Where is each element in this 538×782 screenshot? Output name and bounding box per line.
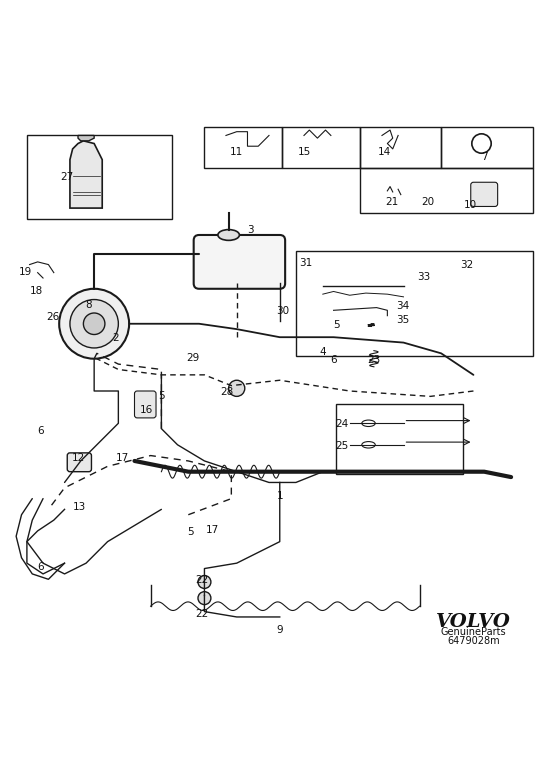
Text: 6: 6: [37, 426, 44, 436]
Text: 9: 9: [277, 626, 283, 636]
Bar: [282, 127, 360, 167]
Text: 5: 5: [333, 321, 339, 330]
Text: 12: 12: [72, 454, 84, 463]
Text: 22: 22: [195, 576, 208, 586]
Text: 25: 25: [335, 441, 348, 451]
Text: 24: 24: [335, 419, 348, 429]
Text: 32: 32: [461, 260, 473, 270]
Text: 21: 21: [385, 196, 398, 206]
Text: 27: 27: [61, 172, 74, 182]
Text: 23: 23: [367, 355, 380, 364]
Text: GenuineParts: GenuineParts: [441, 627, 506, 637]
Text: 7: 7: [481, 152, 487, 162]
Text: VOLVO: VOLVO: [436, 613, 511, 631]
Text: 6: 6: [330, 355, 337, 364]
Bar: [296, 251, 533, 356]
Text: 18: 18: [30, 286, 43, 296]
Bar: [360, 127, 441, 167]
Ellipse shape: [218, 230, 239, 240]
Circle shape: [70, 300, 118, 348]
Text: 3: 3: [247, 224, 253, 235]
Text: 16: 16: [140, 405, 153, 414]
Bar: [360, 167, 533, 213]
Text: 14: 14: [378, 146, 391, 156]
Circle shape: [229, 380, 245, 396]
FancyBboxPatch shape: [471, 182, 498, 206]
Text: 26: 26: [46, 312, 59, 321]
Text: 4: 4: [320, 346, 326, 357]
Text: 20: 20: [421, 196, 434, 206]
Text: 2: 2: [112, 333, 119, 343]
Circle shape: [59, 289, 129, 359]
Text: 22: 22: [195, 609, 208, 619]
Text: 1: 1: [277, 491, 283, 501]
Text: 28: 28: [221, 387, 233, 397]
Bar: [204, 127, 282, 167]
Text: 6479028m: 6479028m: [447, 637, 500, 646]
FancyBboxPatch shape: [134, 391, 156, 418]
Text: 5: 5: [188, 527, 194, 537]
Text: 10: 10: [464, 200, 477, 210]
Polygon shape: [78, 135, 94, 141]
Text: 5: 5: [158, 391, 165, 401]
Text: 8: 8: [86, 300, 92, 310]
Polygon shape: [70, 141, 102, 208]
Text: 19: 19: [19, 267, 32, 277]
Text: 17: 17: [206, 525, 219, 535]
Text: 29: 29: [186, 353, 199, 363]
FancyBboxPatch shape: [67, 453, 91, 472]
Circle shape: [83, 313, 105, 335]
Circle shape: [198, 592, 211, 604]
Text: 17: 17: [116, 454, 129, 463]
Text: 33: 33: [417, 272, 430, 282]
Circle shape: [198, 576, 211, 588]
Text: 15: 15: [298, 146, 310, 156]
Text: 11: 11: [230, 146, 243, 156]
Text: 6: 6: [37, 562, 44, 572]
Bar: [336, 404, 463, 475]
Text: 31: 31: [299, 258, 312, 268]
Text: 34: 34: [396, 301, 409, 311]
Text: 30: 30: [276, 307, 289, 317]
Bar: [27, 135, 172, 219]
Text: 13: 13: [73, 502, 86, 511]
FancyBboxPatch shape: [194, 235, 285, 289]
Bar: [441, 127, 533, 167]
Text: 35: 35: [396, 315, 409, 325]
